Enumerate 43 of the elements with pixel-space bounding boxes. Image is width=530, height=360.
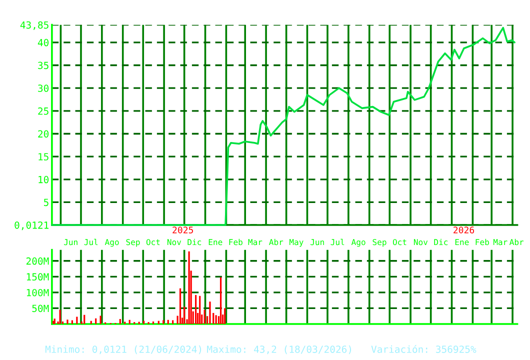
text: Variación: 356925% [371,345,476,353]
x-tick-label: Dic [434,238,448,246]
x-tick-label: Ene [455,239,469,246]
y-tick-label: 100M [26,288,49,296]
y-tick-label: 40 [38,38,49,46]
x-tick-label: Mar [493,239,508,246]
text: Maximo: 43,2 (18/03/2026) [207,345,352,354]
text: 2025 [172,226,193,234]
x-tick-label: Jul [330,238,344,246]
x-tick-label: May [289,239,304,247]
x-tick-label: Dic [188,238,202,246]
y-tick-label: 50M [32,304,49,312]
x-tick-label: Ago [351,239,366,247]
x-tick-label: Jun [310,239,324,246]
y-tick-label: 20 [38,130,49,138]
x-tick-label: Oct [146,239,160,246]
x-tick-label: Jul [84,238,98,246]
y-tick-label: 30 [38,84,49,92]
y-tick-label: 5 [44,198,48,206]
y-tick-label: 10 [38,176,49,184]
x-tick-label: Sep [372,239,386,247]
x-tick-label: Mar [248,239,262,246]
x-tick-label: Feb [476,238,489,246]
x-tick-label: Oct [392,239,406,246]
y-tick-label: 43,85 [20,21,48,30]
line-series [51,26,516,226]
x-tick-label: Ene [208,239,222,246]
x-tick-label: Sep [126,239,140,247]
y-tick-label: 25 [38,107,48,115]
y-tick-label: 150M [26,273,49,281]
y-tick-label: 35 [38,62,48,70]
y-tick-label: 200M [26,257,49,265]
x-tick-label: Abr [269,238,284,246]
y-tick-label: 15 [38,153,48,160]
x-tick-label: Feb [229,238,242,246]
text: Minimo: 0,0121 (21/06/2024) [45,345,202,354]
x-tick-label: Ago [104,239,119,247]
text: 2026 [454,226,474,234]
x-tick-label: Abr [509,238,524,246]
x-tick-label: Nov [167,239,182,246]
x-tick-label: Jun [64,239,78,246]
y-tick-label: 0,0121 [14,222,49,230]
x-tick-label: Nov [414,239,428,246]
